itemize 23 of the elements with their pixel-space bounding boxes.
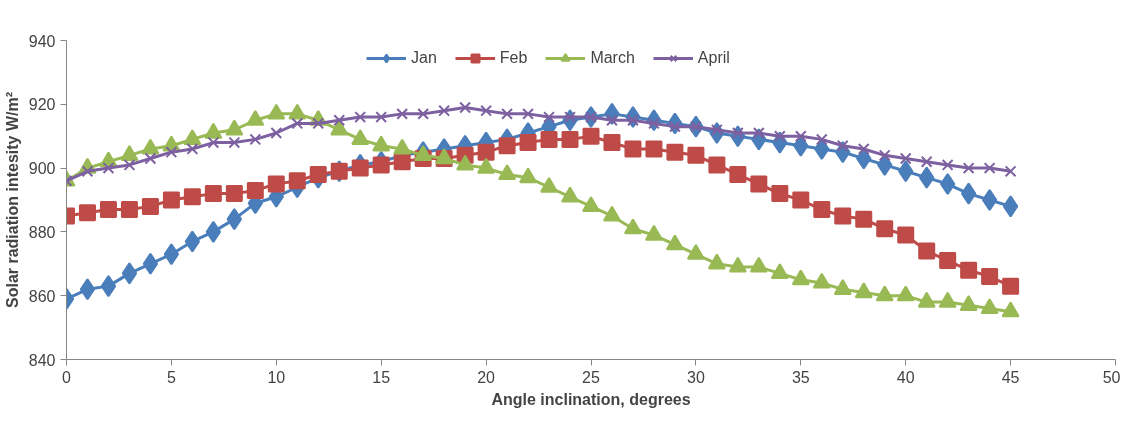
x-tick-label: 15 (372, 368, 391, 386)
x-tick-label: 0 (62, 368, 72, 386)
y-tick-label: 940 (28, 32, 56, 50)
x-tick-label: 25 (582, 368, 600, 386)
legend-label: Jan (411, 49, 437, 67)
x-tick-label: 50 (1102, 368, 1121, 386)
y-tick-label: 880 (28, 223, 56, 241)
x-tick-label: 20 (477, 368, 496, 386)
x-tick-label: 45 (1001, 368, 1020, 386)
legend-label: Feb (499, 49, 528, 67)
x-tick-label: 5 (166, 368, 176, 386)
y-tick-label: 920 (28, 96, 56, 114)
y-tick-label: 840 (28, 351, 56, 369)
y-axis-title: Solar radiation intesity W/m² (3, 91, 21, 309)
legend-label: April (697, 49, 730, 67)
x-tick-label: 35 (791, 368, 810, 386)
x-tick-label: 10 (267, 368, 286, 386)
y-tick-label: 900 (28, 160, 56, 178)
x-tick-label: 40 (896, 368, 915, 386)
x-tick-label: 30 (687, 368, 705, 386)
y-tick-label: 860 (28, 287, 56, 305)
legend-label: March (590, 49, 635, 67)
x-axis-title: Angle inclination, degrees (491, 390, 691, 408)
